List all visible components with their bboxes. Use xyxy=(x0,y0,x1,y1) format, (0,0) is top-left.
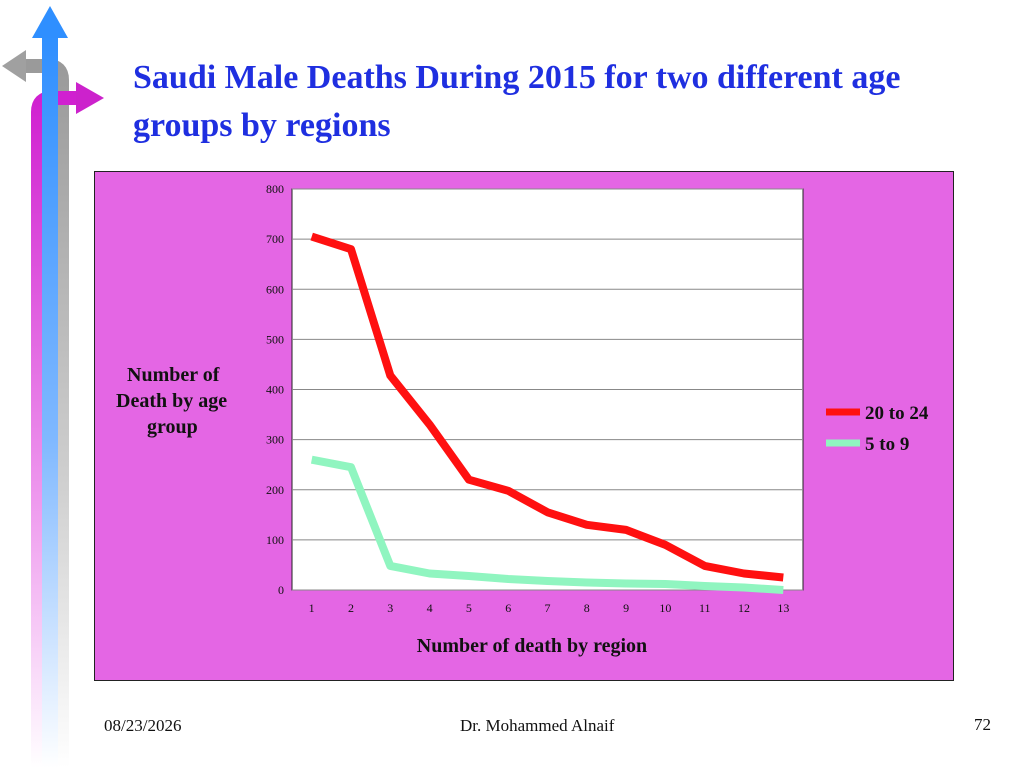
x-tick-label: 8 xyxy=(584,601,590,615)
x-tick-label: 13 xyxy=(777,601,789,615)
y-axis-label-line: Number of xyxy=(127,364,220,386)
page-number: 72 xyxy=(974,715,991,734)
y-tick-label: 800 xyxy=(266,182,284,196)
y-tick-label: 600 xyxy=(266,282,284,296)
footer-date: 08/23/2026 xyxy=(104,716,182,735)
legend: 20 to 24 5 to 9 xyxy=(826,403,929,455)
y-tick-label: 200 xyxy=(266,483,284,497)
series-line-20-to-24 xyxy=(310,232,784,582)
y-axis-ticks: 0 100 200 300 400 500 600 700 800 xyxy=(266,182,284,597)
series-lines xyxy=(310,232,784,594)
legend-label: 20 to 24 xyxy=(865,403,929,424)
footer-author: Dr. Mohammed Alnaif xyxy=(460,716,615,735)
y-tick-label: 100 xyxy=(266,533,284,547)
decorative-arrows-graphic xyxy=(2,6,104,768)
y-tick-label: 700 xyxy=(266,232,284,246)
x-axis-ticks: 1 2 3 4 5 6 7 8 9 10 11 12 13 xyxy=(309,601,790,615)
x-tick-label: 9 xyxy=(623,601,629,615)
y-tick-label: 300 xyxy=(266,433,284,447)
x-tick-label: 3 xyxy=(387,601,393,615)
gridlines xyxy=(292,188,803,591)
y-tick-label: 0 xyxy=(278,583,284,597)
x-tick-label: 4 xyxy=(427,601,433,615)
y-tick-label: 500 xyxy=(266,332,284,346)
series-line-5-to-9 xyxy=(310,455,784,594)
x-tick-label: 2 xyxy=(348,601,354,615)
x-tick-label: 10 xyxy=(659,601,671,615)
x-tick-label: 12 xyxy=(738,601,750,615)
x-tick-label: 11 xyxy=(699,601,711,615)
x-tick-label: 6 xyxy=(505,601,511,615)
y-axis-label-line: group xyxy=(147,416,198,438)
y-tick-label: 400 xyxy=(266,383,284,397)
legend-label: 5 to 9 xyxy=(865,434,909,455)
x-tick-label: 5 xyxy=(466,601,472,615)
blue-arrow-icon xyxy=(32,6,68,768)
x-axis-label: Number of death by region xyxy=(417,635,647,657)
slide-title: Saudi Male Deaths During 2015 for two di… xyxy=(133,59,901,144)
y-axis-label: Number of Death by age group xyxy=(110,362,250,440)
x-tick-label: 7 xyxy=(545,601,551,615)
x-tick-label: 1 xyxy=(309,601,315,615)
y-axis-label-line: Death by age xyxy=(116,390,228,412)
